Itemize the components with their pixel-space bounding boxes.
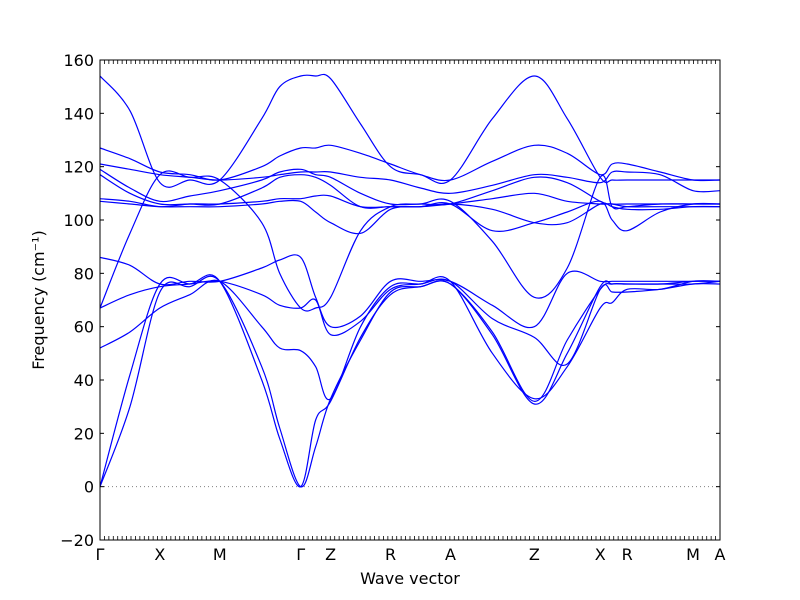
band-line-13 (100, 275, 720, 488)
y-tick-label: 100 (63, 211, 94, 230)
x-tick-label: A (445, 545, 456, 564)
x-tick-label: M (686, 545, 700, 564)
y-tick-label: 80 (74, 264, 94, 283)
x-tick-label: X (154, 545, 165, 564)
band-line-7 (100, 199, 720, 235)
x-tick-label: Γ (96, 545, 105, 564)
band-series (100, 73, 720, 488)
y-tick-label: 60 (74, 318, 94, 337)
x-tick-label: R (385, 545, 396, 564)
y-tick-label: 160 (63, 51, 94, 70)
y-tick-label: 140 (63, 104, 94, 123)
x-tick-label: Z (529, 545, 540, 564)
band-line-9 (100, 254, 720, 329)
x-axis-label: Wave vector (360, 569, 460, 588)
y-tick-label: 40 (74, 371, 94, 390)
band-line-11 (100, 276, 720, 401)
y-axis-label: Frequency (cm⁻¹) (29, 230, 48, 369)
y-tick-label: −20 (60, 531, 94, 550)
band-line-1 (100, 73, 720, 188)
band-line-8 (100, 170, 720, 312)
y-axis-ticks: −20 0 20 40 60 80 100 120 140 160 (60, 51, 720, 550)
y-tick-label: 120 (63, 158, 94, 177)
band-line-3 (100, 163, 720, 194)
x-tick-label: Z (325, 545, 336, 564)
y-tick-label: 0 (84, 478, 94, 497)
x-tick-label: Γ (296, 545, 305, 564)
y-tick-label: 20 (74, 424, 94, 443)
x-tick-label: A (715, 545, 726, 564)
x-tick-label: M (213, 545, 227, 564)
x-tick-label: X (595, 545, 606, 564)
x-tick-label: R (622, 545, 633, 564)
